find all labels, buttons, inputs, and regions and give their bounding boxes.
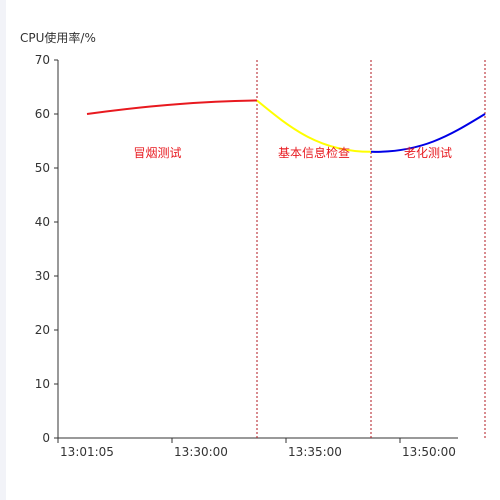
y-axis-label: CPU使用率/% [20, 30, 96, 45]
left-border-strip [0, 0, 6, 500]
phase-labels: 冒烟测试 基本信息检查 老化测试 [133, 145, 452, 160]
y-tick-label: 0 [42, 431, 50, 445]
x-tick-label: 13:35:00 [288, 445, 342, 459]
phase-label: 冒烟测试 [133, 145, 181, 160]
y-tick-label: 20 [35, 323, 50, 337]
x-tick-label: 13:30:00 [174, 445, 228, 459]
y-tick-label: 50 [35, 161, 50, 175]
y-tick-label: 10 [35, 377, 50, 391]
series-line [256, 99, 372, 153]
x-tick-label: 13:50:00 [402, 445, 456, 459]
y-tick-label: 70 [35, 53, 50, 67]
x-tick-label: 13:01:05 [60, 445, 114, 459]
phase-label: 老化测试 [404, 145, 452, 160]
phase-label: 基本信息检查 [278, 145, 350, 160]
phase-markers [256, 60, 486, 438]
y-tick-label: 60 [35, 107, 50, 121]
y-tick-label: 40 [35, 215, 50, 229]
series-line [86, 99, 258, 115]
y-tick-label: 30 [35, 269, 50, 283]
series-lines [86, 99, 486, 153]
series-line [370, 113, 486, 153]
axes: 0 10 20 30 40 50 60 70 13:01:05 13:30:00 13:35:00 1… [35, 53, 458, 459]
